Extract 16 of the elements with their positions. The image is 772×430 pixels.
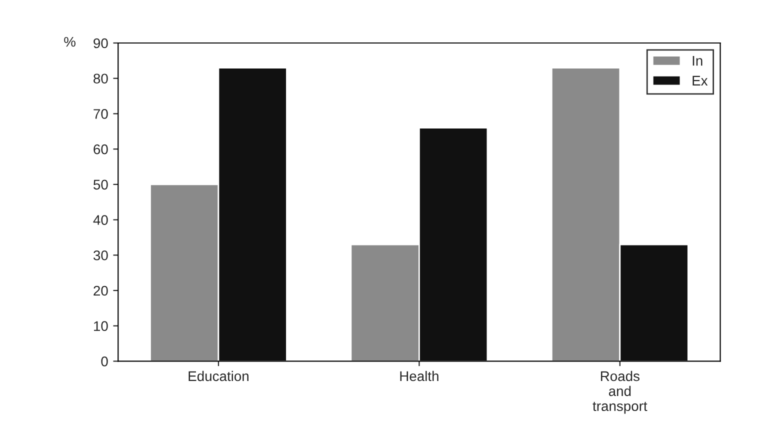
- x-tick-label: Education: [188, 370, 248, 382]
- y-tick-label: 10: [94, 321, 108, 332]
- y-tick-label: 0: [101, 356, 108, 366]
- legend-label: In: [692, 56, 702, 66]
- y-tick-label: 80: [94, 74, 108, 84]
- y-tick-label: 60: [94, 144, 108, 154]
- y-tick-label: 40: [93, 215, 108, 225]
- x-tick-label: Health: [400, 370, 438, 382]
- y-tick-label: 70: [94, 109, 108, 119]
- y-tick-label: 90: [94, 38, 108, 48]
- y-tick-label: 20: [94, 286, 108, 296]
- y-tick-label: 50: [94, 180, 108, 190]
- y-tick-label: 30: [93, 250, 108, 260]
- legend-label: Ex: [692, 76, 708, 86]
- y-axis-title: %: [64, 36, 76, 47]
- x-tick-label: Roads and transport: [592, 370, 648, 414]
